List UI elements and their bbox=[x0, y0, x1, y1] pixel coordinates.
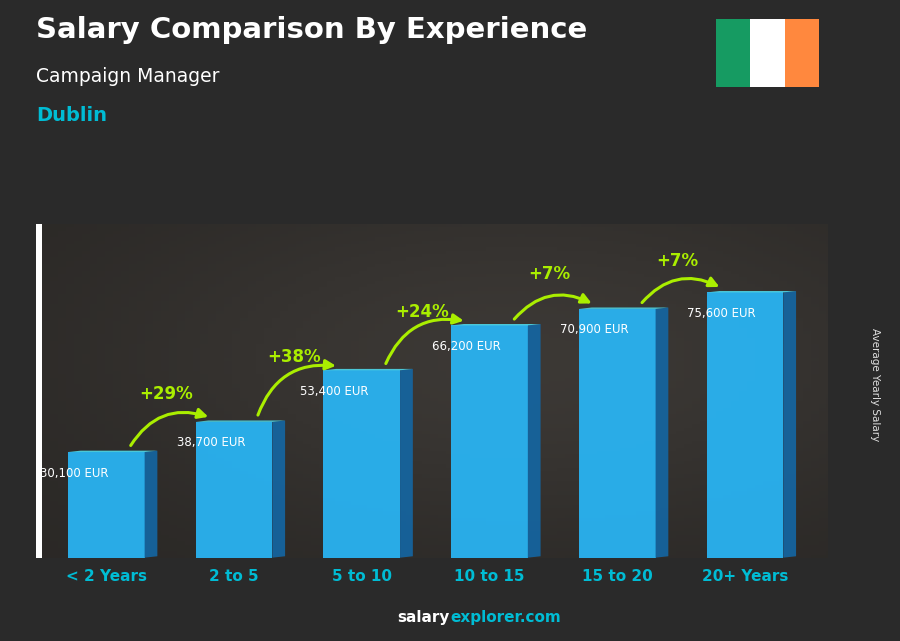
Text: +38%: +38% bbox=[267, 348, 321, 366]
Text: salary: salary bbox=[398, 610, 450, 625]
Text: 38,700 EUR: 38,700 EUR bbox=[176, 437, 245, 449]
Text: +24%: +24% bbox=[395, 303, 449, 321]
Text: explorer.com: explorer.com bbox=[450, 610, 561, 625]
Polygon shape bbox=[273, 420, 285, 558]
Text: 30,100 EUR: 30,100 EUR bbox=[40, 467, 108, 479]
Text: +7%: +7% bbox=[528, 265, 571, 283]
Bar bbox=[195, 422, 273, 558]
Bar bbox=[323, 370, 400, 558]
Polygon shape bbox=[783, 291, 796, 558]
Text: 75,600 EUR: 75,600 EUR bbox=[688, 307, 756, 320]
Polygon shape bbox=[68, 451, 158, 452]
Bar bbox=[716, 19, 750, 87]
Polygon shape bbox=[400, 369, 413, 558]
Text: +7%: +7% bbox=[656, 253, 698, 271]
Bar bbox=[750, 19, 785, 87]
Bar bbox=[785, 19, 819, 87]
Polygon shape bbox=[323, 369, 413, 370]
Bar bbox=[579, 309, 655, 558]
Bar bbox=[706, 292, 783, 558]
Text: 66,200 EUR: 66,200 EUR bbox=[432, 340, 500, 353]
Bar bbox=[68, 452, 145, 558]
Text: Dublin: Dublin bbox=[36, 106, 107, 125]
Bar bbox=[451, 326, 527, 558]
Text: 70,900 EUR: 70,900 EUR bbox=[560, 324, 628, 337]
Polygon shape bbox=[451, 324, 541, 326]
Polygon shape bbox=[195, 420, 285, 422]
Polygon shape bbox=[579, 308, 669, 309]
Text: 53,400 EUR: 53,400 EUR bbox=[301, 385, 369, 398]
Text: Salary Comparison By Experience: Salary Comparison By Experience bbox=[36, 16, 587, 44]
Text: Campaign Manager: Campaign Manager bbox=[36, 67, 220, 87]
Text: +29%: +29% bbox=[140, 385, 194, 403]
Polygon shape bbox=[655, 308, 669, 558]
Polygon shape bbox=[527, 324, 541, 558]
Polygon shape bbox=[145, 451, 158, 558]
Polygon shape bbox=[706, 291, 796, 292]
Text: Average Yearly Salary: Average Yearly Salary bbox=[869, 328, 880, 441]
